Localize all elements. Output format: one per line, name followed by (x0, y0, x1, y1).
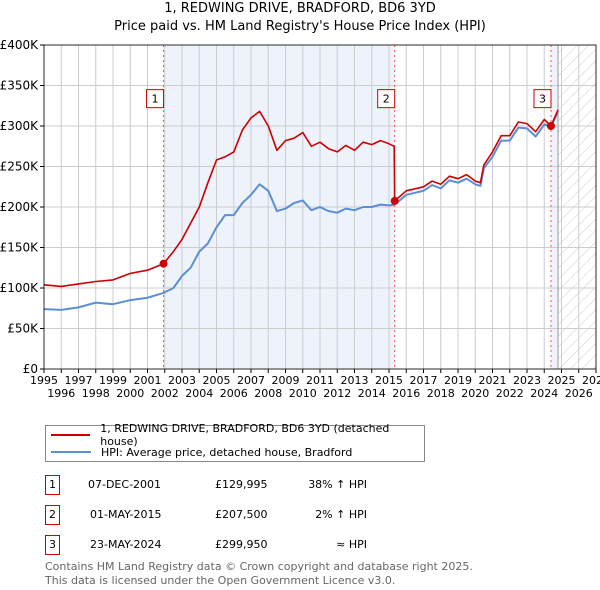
sale-number: 1 (45, 475, 60, 495)
x-tick-label: 2002 (151, 387, 179, 400)
legend-label: HPI: Average price, detached house, Brad… (101, 445, 353, 459)
x-tick-label: 1998 (82, 387, 110, 400)
sale-label-box (533, 89, 552, 109)
sale-price: £299,950 (215, 538, 268, 551)
sale-price: £129,995 (215, 478, 268, 491)
hpi-line (43, 111, 559, 311)
x-tick-label: 1997 (65, 374, 93, 387)
legend-swatch-blue (51, 451, 91, 453)
x-tick-label: 1996 (47, 387, 75, 400)
sale-price: £207,500 (215, 508, 268, 521)
chart-subtitle: Price paid vs. HM Land Registry's House … (114, 19, 486, 34)
sale-date: 01-MAY-2015 (90, 508, 162, 521)
x-tick-label: 2003 (168, 374, 196, 387)
x-tick-label: 2007 (237, 374, 265, 387)
plot-frame (43, 44, 597, 370)
footer-licence: This data is licensed under the Open Gov… (45, 574, 396, 587)
sale-point (546, 122, 555, 131)
legend-label: 1, REDWING DRIVE, BRADFORD, BD6 3YD (det… (100, 422, 390, 448)
x-tick-label: 2019 (444, 374, 472, 387)
x-tick-label: 2016 (392, 387, 420, 400)
sale-label: 2 (383, 93, 390, 106)
sale-label-box (377, 89, 396, 109)
x-tick-label: 2017 (410, 374, 438, 387)
sale-date: 07-DEC-2001 (88, 478, 162, 491)
footer-copyright: Contains HM Land Registry data © Crown c… (45, 560, 473, 573)
sale-date: 23-MAY-2024 (90, 538, 162, 551)
legend-swatch-red (51, 434, 91, 436)
x-tick-label: 2021 (479, 374, 507, 387)
y-tick-label: £0 (23, 362, 38, 376)
legend-item-property: 1, REDWING DRIVE, BRADFORD, BD6 3YD (det… (51, 422, 424, 448)
y-tick-label: £400K (0, 38, 39, 52)
y-tick-label: £250K (0, 160, 39, 174)
x-tick-label: 2001 (134, 374, 162, 387)
x-tick-label: 2006 (220, 387, 248, 400)
x-tick-label: 2027 (582, 374, 600, 387)
x-tick-label: 2020 (461, 387, 489, 400)
x-tick-label: 2018 (427, 387, 455, 400)
x-tick-label: 2005 (203, 374, 231, 387)
sale-label: 3 (539, 93, 546, 106)
sale-row: 1 07-DEC-2001 £129,995 38% ↑ HPI (45, 475, 445, 495)
legend-item-hpi: HPI: Average price, detached house, Brad… (51, 444, 352, 460)
y-tick-label: £100K (0, 281, 39, 295)
sale-point (390, 196, 399, 205)
sale-hpi: 2% ↑ HPI (315, 508, 367, 521)
legend: 1, REDWING DRIVE, BRADFORD, BD6 3YD (det… (45, 422, 425, 462)
x-tick-label: 2025 (548, 374, 576, 387)
x-tick-label: 2009 (272, 374, 300, 387)
x-tick-label: 2026 (565, 387, 593, 400)
x-tick-label: 2012 (323, 387, 351, 400)
sale-row: 3 23-MAY-2024 £299,950 ≈ HPI (45, 535, 445, 555)
x-tick-label: 1995 (30, 374, 58, 387)
y-tick-label: £50K (7, 322, 39, 336)
sale-label-box (146, 89, 165, 109)
property-price-line (43, 109, 559, 288)
y-tick-label: £150K (0, 241, 39, 255)
x-tick-label: 2023 (513, 374, 541, 387)
x-tick-label: 2008 (254, 387, 282, 400)
x-tick-label: 2000 (116, 387, 144, 400)
sale-point (159, 259, 168, 268)
price-chart: 1995199619971998199920002001200220032004… (0, 38, 600, 400)
x-tick-label: 2022 (496, 387, 524, 400)
sale-number: 3 (45, 535, 60, 555)
sale-hpi: ≈ HPI (336, 538, 367, 551)
sale-row: 2 01-MAY-2015 £207,500 2% ↑ HPI (45, 505, 445, 525)
chart-title: 1, REDWING DRIVE, BRADFORD, BD6 3YD (164, 1, 436, 16)
x-tick-label: 2014 (358, 387, 386, 400)
sale-number: 2 (45, 505, 60, 525)
x-tick-label: 2004 (185, 387, 213, 400)
x-tick-label: 2011 (306, 374, 334, 387)
y-tick-label: £300K (0, 119, 39, 133)
sale-label: 1 (152, 93, 159, 106)
y-tick-label: £200K (0, 200, 39, 214)
y-tick-label: £350K (0, 79, 39, 93)
x-tick-label: 2024 (530, 387, 558, 400)
x-tick-label: 1999 (99, 374, 127, 387)
x-tick-label: 2010 (289, 387, 317, 400)
x-tick-label: 2013 (341, 374, 369, 387)
sale-hpi: 38% ↑ HPI (308, 478, 367, 491)
x-tick-label: 2015 (375, 374, 403, 387)
